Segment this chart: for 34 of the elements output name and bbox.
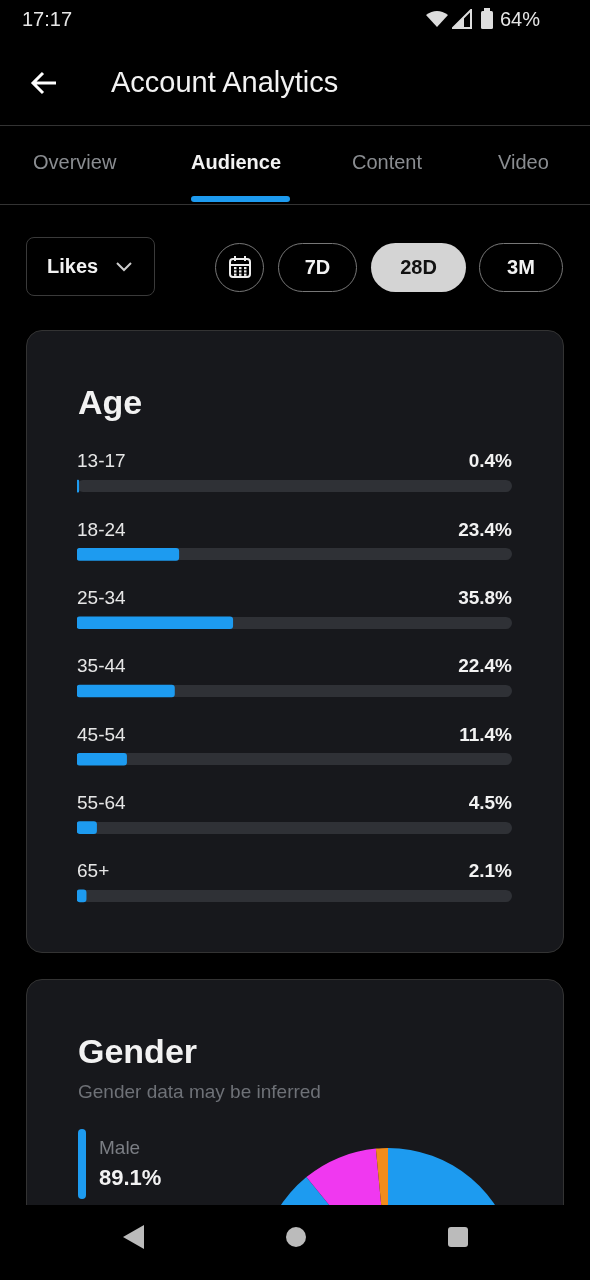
text: 64% [500, 8, 541, 31]
y-tick-label: 45-54 [77, 723, 127, 745]
data-label: 89.1% [99, 1165, 162, 1191]
y-tick-label: 18-24 [77, 518, 127, 540]
bar [77, 684, 175, 698]
text: Likes [47, 255, 99, 278]
text: 17:17 [22, 8, 73, 31]
text: 28D [371, 243, 466, 292]
text: Overview [33, 151, 117, 174]
y-tick-label: 13-17 [77, 450, 126, 472]
data-label: 23.4% [458, 518, 513, 540]
data-label: 22.4% [458, 655, 513, 677]
bar [77, 548, 180, 561]
text: Account Analytics [111, 66, 339, 99]
y-tick-label: 35-44 [77, 655, 127, 677]
chart-subtitle: Gender data may be inferred [78, 1081, 321, 1103]
text: 3M [479, 243, 563, 292]
bar [77, 821, 97, 834]
data-label: 4.5% [468, 791, 513, 813]
bar [77, 752, 127, 766]
slice-label: Male [99, 1137, 141, 1159]
data-label: 2.1% [468, 860, 513, 882]
text: Video [498, 151, 549, 174]
y-tick-label: 55-64 [77, 791, 127, 813]
text: 7D [278, 243, 357, 292]
data-label: 35.8% [458, 586, 513, 608]
chart-title: Age [78, 383, 143, 422]
data-label: 11.4% [459, 723, 513, 745]
chart-title: Gender [78, 1032, 198, 1071]
data-label: 0.4% [468, 450, 513, 472]
y-tick-label: 25-34 [77, 586, 127, 608]
text: Audience [191, 151, 282, 174]
y-tick-label: 65+ [77, 860, 110, 882]
text: Content [352, 151, 423, 174]
